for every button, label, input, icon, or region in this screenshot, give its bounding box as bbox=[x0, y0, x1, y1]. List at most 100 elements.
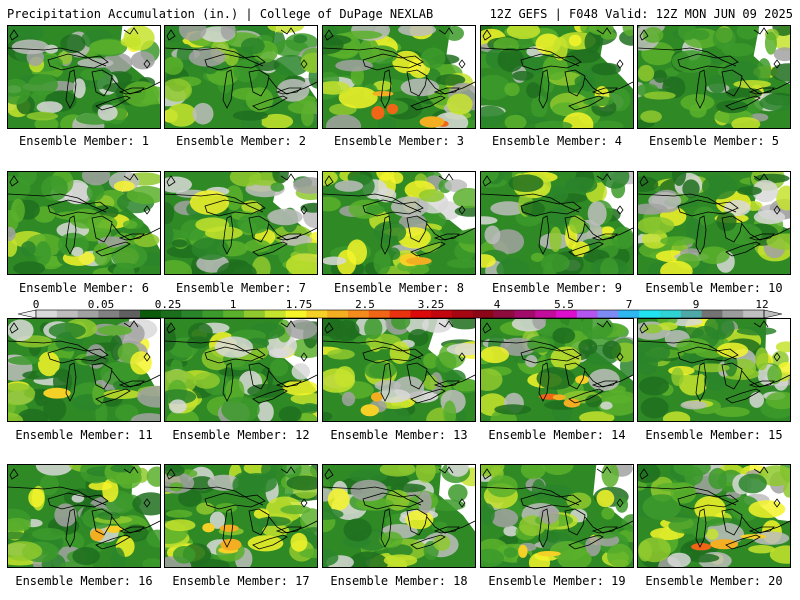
colorbar-swatch bbox=[223, 310, 245, 318]
colorbar-swatch bbox=[264, 310, 286, 318]
colorbar-swatch bbox=[431, 310, 453, 318]
ensemble-member-label: Ensemble Member: 14 bbox=[488, 428, 626, 442]
colorbar-swatch bbox=[140, 310, 162, 318]
precipitation-field bbox=[165, 319, 317, 421]
colorbar-swatch bbox=[36, 310, 58, 318]
colorbar-swatch bbox=[680, 310, 702, 318]
ensemble-member-label: Ensemble Member: 9 bbox=[491, 281, 623, 295]
ensemble-member-map bbox=[480, 25, 634, 129]
ensemble-member-label: Ensemble Member: 8 bbox=[333, 281, 465, 295]
ensemble-member-label: Ensemble Member: 16 bbox=[15, 574, 153, 588]
colorbar-tick-label: 12 bbox=[755, 298, 769, 311]
colorbar-swatch bbox=[410, 310, 432, 318]
colorbar-tick-label: 0.05 bbox=[87, 298, 115, 311]
precipitation-field bbox=[8, 319, 160, 421]
colorbar-swatch bbox=[327, 310, 349, 318]
colorbar-swatch bbox=[597, 310, 619, 318]
ensemble-member-label: Ensemble Member: 6 bbox=[18, 281, 150, 295]
run-valid-time: 12Z GEFS | F048 Valid: 12Z MON JUN 09 20… bbox=[489, 7, 793, 21]
colorbar-min-arrow bbox=[17, 309, 37, 319]
ensemble-member-map bbox=[7, 25, 161, 129]
colorbar-tick-label: 7 bbox=[625, 298, 633, 311]
ensemble-member-map bbox=[164, 464, 318, 568]
precipitation-field bbox=[165, 465, 317, 567]
colorbar-swatch bbox=[56, 310, 78, 318]
precipitation-field bbox=[165, 26, 317, 128]
colorbar-tick-label: 4 bbox=[493, 298, 501, 311]
ensemble-member-map bbox=[480, 318, 634, 422]
colorbar-swatch bbox=[285, 310, 307, 318]
ensemble-member-label: Ensemble Member: 1 bbox=[18, 134, 150, 148]
colorbar-tick-label: 0.25 bbox=[154, 298, 182, 311]
colorbar-tick-label: 3.25 bbox=[417, 298, 445, 311]
colorbar-tick-label: 1 bbox=[229, 298, 237, 311]
precipitation-field bbox=[481, 26, 633, 128]
precipitation-field bbox=[638, 319, 790, 421]
colorbar-swatch bbox=[389, 310, 411, 318]
ensemble-member-map bbox=[164, 25, 318, 129]
ensemble-member-label: Ensemble Member: 15 bbox=[645, 428, 783, 442]
ensemble-member-map bbox=[637, 25, 791, 129]
colorbar-tick-label: 1.75 bbox=[285, 298, 313, 311]
colorbar-swatch bbox=[244, 310, 266, 318]
ensemble-member-label: Ensemble Member: 10 bbox=[645, 281, 783, 295]
precipitation-field bbox=[323, 26, 475, 128]
ensemble-member-map bbox=[637, 171, 791, 275]
colorbar-swatch bbox=[660, 310, 682, 318]
colorbar-swatch bbox=[493, 310, 515, 318]
colorbar-swatch bbox=[160, 310, 182, 318]
colorbar-swatch bbox=[743, 310, 765, 318]
map-title: Precipitation Accumulation (in.) | Colle… bbox=[7, 7, 434, 21]
ensemble-member-label: Ensemble Member: 13 bbox=[330, 428, 468, 442]
precipitation-field bbox=[323, 465, 475, 567]
ensemble-member-label: Ensemble Member: 19 bbox=[488, 574, 626, 588]
ensemble-member-label: Ensemble Member: 2 bbox=[175, 134, 307, 148]
colorbar-swatch bbox=[306, 310, 328, 318]
ensemble-member-label: Ensemble Member: 18 bbox=[330, 574, 468, 588]
colorbar-swatch bbox=[535, 310, 557, 318]
colorbar-max-arrow bbox=[763, 309, 783, 319]
colorbar-swatch bbox=[452, 310, 474, 318]
ensemble-member-label: Ensemble Member: 11 bbox=[15, 428, 153, 442]
precipitation-field bbox=[8, 465, 160, 567]
precipitation-field bbox=[638, 465, 790, 567]
colorbar-swatch bbox=[77, 310, 99, 318]
colorbar-swatch bbox=[514, 310, 536, 318]
colorbar-swatch bbox=[576, 310, 598, 318]
precipitation-field bbox=[323, 319, 475, 421]
ensemble-member-map bbox=[322, 25, 476, 129]
colorbar-swatch bbox=[701, 310, 723, 318]
precipitation-colorbar bbox=[17, 309, 783, 319]
precipitation-field bbox=[481, 172, 633, 274]
colorbar-swatch bbox=[119, 310, 141, 318]
precipitation-field bbox=[165, 172, 317, 274]
colorbar-swatch bbox=[202, 310, 224, 318]
colorbar-tick-label: 5.5 bbox=[554, 298, 574, 311]
ensemble-member-label: Ensemble Member: 7 bbox=[175, 281, 307, 295]
ensemble-member-map bbox=[7, 464, 161, 568]
ensemble-member-map bbox=[637, 318, 791, 422]
colorbar-swatch bbox=[98, 310, 120, 318]
colorbar-tick-label: 9 bbox=[692, 298, 700, 311]
ensemble-member-map bbox=[480, 171, 634, 275]
colorbar-swatch bbox=[618, 310, 640, 318]
colorbar-swatch bbox=[472, 310, 494, 318]
ensemble-member-label: Ensemble Member: 17 bbox=[172, 574, 310, 588]
colorbar-swatch bbox=[639, 310, 661, 318]
precipitation-field bbox=[323, 172, 475, 274]
colorbar-tick-label: 0 bbox=[32, 298, 40, 311]
precipitation-field bbox=[638, 172, 790, 274]
ensemble-member-label: Ensemble Member: 12 bbox=[172, 428, 310, 442]
ensemble-member-map bbox=[7, 318, 161, 422]
colorbar-swatch bbox=[722, 310, 744, 318]
colorbar-swatch bbox=[368, 310, 390, 318]
ensemble-member-map bbox=[164, 171, 318, 275]
ensemble-member-map bbox=[7, 171, 161, 275]
colorbar-tick-label: 2.5 bbox=[355, 298, 375, 311]
ensemble-member-label: Ensemble Member: 4 bbox=[491, 134, 623, 148]
precipitation-field bbox=[8, 172, 160, 274]
ensemble-member-map bbox=[480, 464, 634, 568]
ensemble-member-map bbox=[322, 171, 476, 275]
colorbar-swatch bbox=[181, 310, 203, 318]
precipitation-field bbox=[8, 26, 160, 128]
